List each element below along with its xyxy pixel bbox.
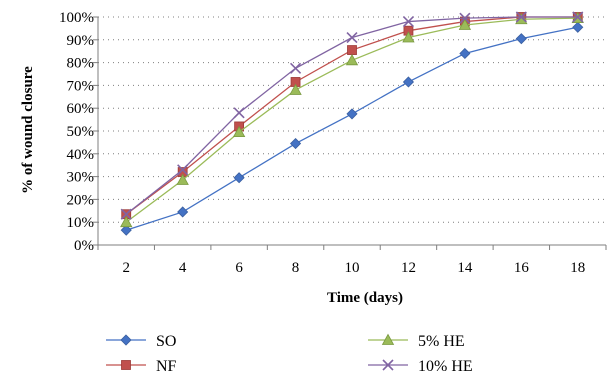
y-tick-label: 30% bbox=[67, 170, 95, 186]
legend-marker bbox=[381, 333, 395, 345]
data-point-10-he bbox=[177, 164, 189, 176]
y-tick-label: 0% bbox=[74, 238, 94, 254]
data-point-10-he bbox=[289, 62, 302, 74]
data-point-5-he bbox=[458, 18, 472, 30]
y-tick-label: 70% bbox=[67, 78, 95, 94]
data-point-5-he bbox=[232, 125, 246, 138]
x-tick-label: 18 bbox=[570, 260, 585, 276]
y-tick-label: 60% bbox=[67, 101, 95, 117]
legend-item-nf: NF bbox=[106, 358, 177, 375]
legend-item-5-he: 5% HE bbox=[368, 333, 465, 350]
data-point-5-he bbox=[345, 53, 359, 66]
legend-label: NF bbox=[156, 358, 177, 375]
legend-marker bbox=[382, 359, 394, 371]
legend: SO NF 5% HE 10% HE bbox=[106, 333, 473, 375]
data-point-so bbox=[346, 108, 358, 120]
data-point-10-he bbox=[402, 15, 415, 28]
x-tick-label: 10 bbox=[345, 260, 360, 276]
y-tick-label: 80% bbox=[67, 56, 95, 72]
x-marker-stroke bbox=[233, 107, 245, 119]
data-point-5-he bbox=[120, 215, 133, 228]
y-tick-label: 40% bbox=[67, 147, 95, 163]
data-point-5-he bbox=[289, 83, 302, 95]
legend-item-so: SO bbox=[106, 333, 176, 350]
x-marker-stroke bbox=[177, 164, 189, 176]
x-tick-label: 2 bbox=[122, 260, 130, 276]
data-point-so bbox=[289, 137, 302, 150]
data-point-so bbox=[120, 224, 132, 236]
series-so bbox=[120, 21, 584, 236]
data-point-so bbox=[177, 206, 189, 218]
x-marker-stroke bbox=[346, 31, 358, 44]
x-axis-title: Time (days) bbox=[327, 290, 403, 306]
data-point-so bbox=[233, 172, 245, 184]
x-marker-stroke bbox=[402, 15, 415, 28]
x-tick-label: 14 bbox=[457, 260, 473, 276]
x-tick-label: 6 bbox=[235, 260, 243, 276]
axes bbox=[93, 16, 607, 250]
data-point-10-he bbox=[515, 11, 527, 23]
x-tick-label: 16 bbox=[514, 260, 530, 276]
x-tick-label: 12 bbox=[401, 260, 416, 276]
data-point-10-he bbox=[572, 11, 584, 23]
y-tick-label: 20% bbox=[67, 192, 95, 208]
data-point-10-he bbox=[120, 208, 132, 220]
data-point-5-he bbox=[176, 173, 189, 185]
legend-label: 10% HE bbox=[418, 358, 473, 375]
data-point-so bbox=[459, 47, 471, 60]
x-marker-stroke bbox=[382, 359, 394, 371]
data-point-so bbox=[515, 33, 527, 45]
x-marker-stroke bbox=[289, 62, 302, 74]
x-marker-stroke bbox=[120, 208, 132, 220]
data-point-5-he bbox=[402, 31, 415, 43]
x-marker-stroke bbox=[515, 11, 527, 23]
y-tick-label: 50% bbox=[67, 124, 95, 140]
y-tick-label: 100% bbox=[59, 10, 94, 26]
data-point-so bbox=[402, 76, 415, 88]
series-10-he bbox=[120, 11, 584, 220]
x-marker-stroke bbox=[459, 12, 471, 24]
legend-label: SO bbox=[156, 333, 176, 350]
data-point-10-he bbox=[459, 12, 471, 24]
x-tick-label: 8 bbox=[292, 260, 300, 276]
legend-marker bbox=[121, 360, 131, 370]
data-point-so bbox=[572, 21, 584, 33]
legend-marker bbox=[120, 334, 132, 346]
data-point-10-he bbox=[346, 31, 358, 44]
series-lines bbox=[120, 11, 584, 236]
legend-item-10-he: 10% HE bbox=[368, 358, 473, 375]
series-5-he bbox=[120, 11, 584, 228]
data-point-nf bbox=[347, 45, 357, 55]
y-tick-label: 10% bbox=[67, 215, 95, 231]
y-axis-title: % of wound closure bbox=[20, 66, 36, 194]
y-tick-label: 90% bbox=[67, 33, 95, 49]
x-marker-stroke bbox=[572, 11, 584, 23]
legend-label: 5% HE bbox=[418, 333, 465, 350]
x-tick-label: 4 bbox=[179, 260, 187, 276]
data-point-10-he bbox=[233, 107, 245, 119]
tick-labels: 0% 10% 20% 30% 40% 50% 60% 70% 80% 90% 100% 2 4 6 8 10 1… bbox=[59, 10, 585, 276]
